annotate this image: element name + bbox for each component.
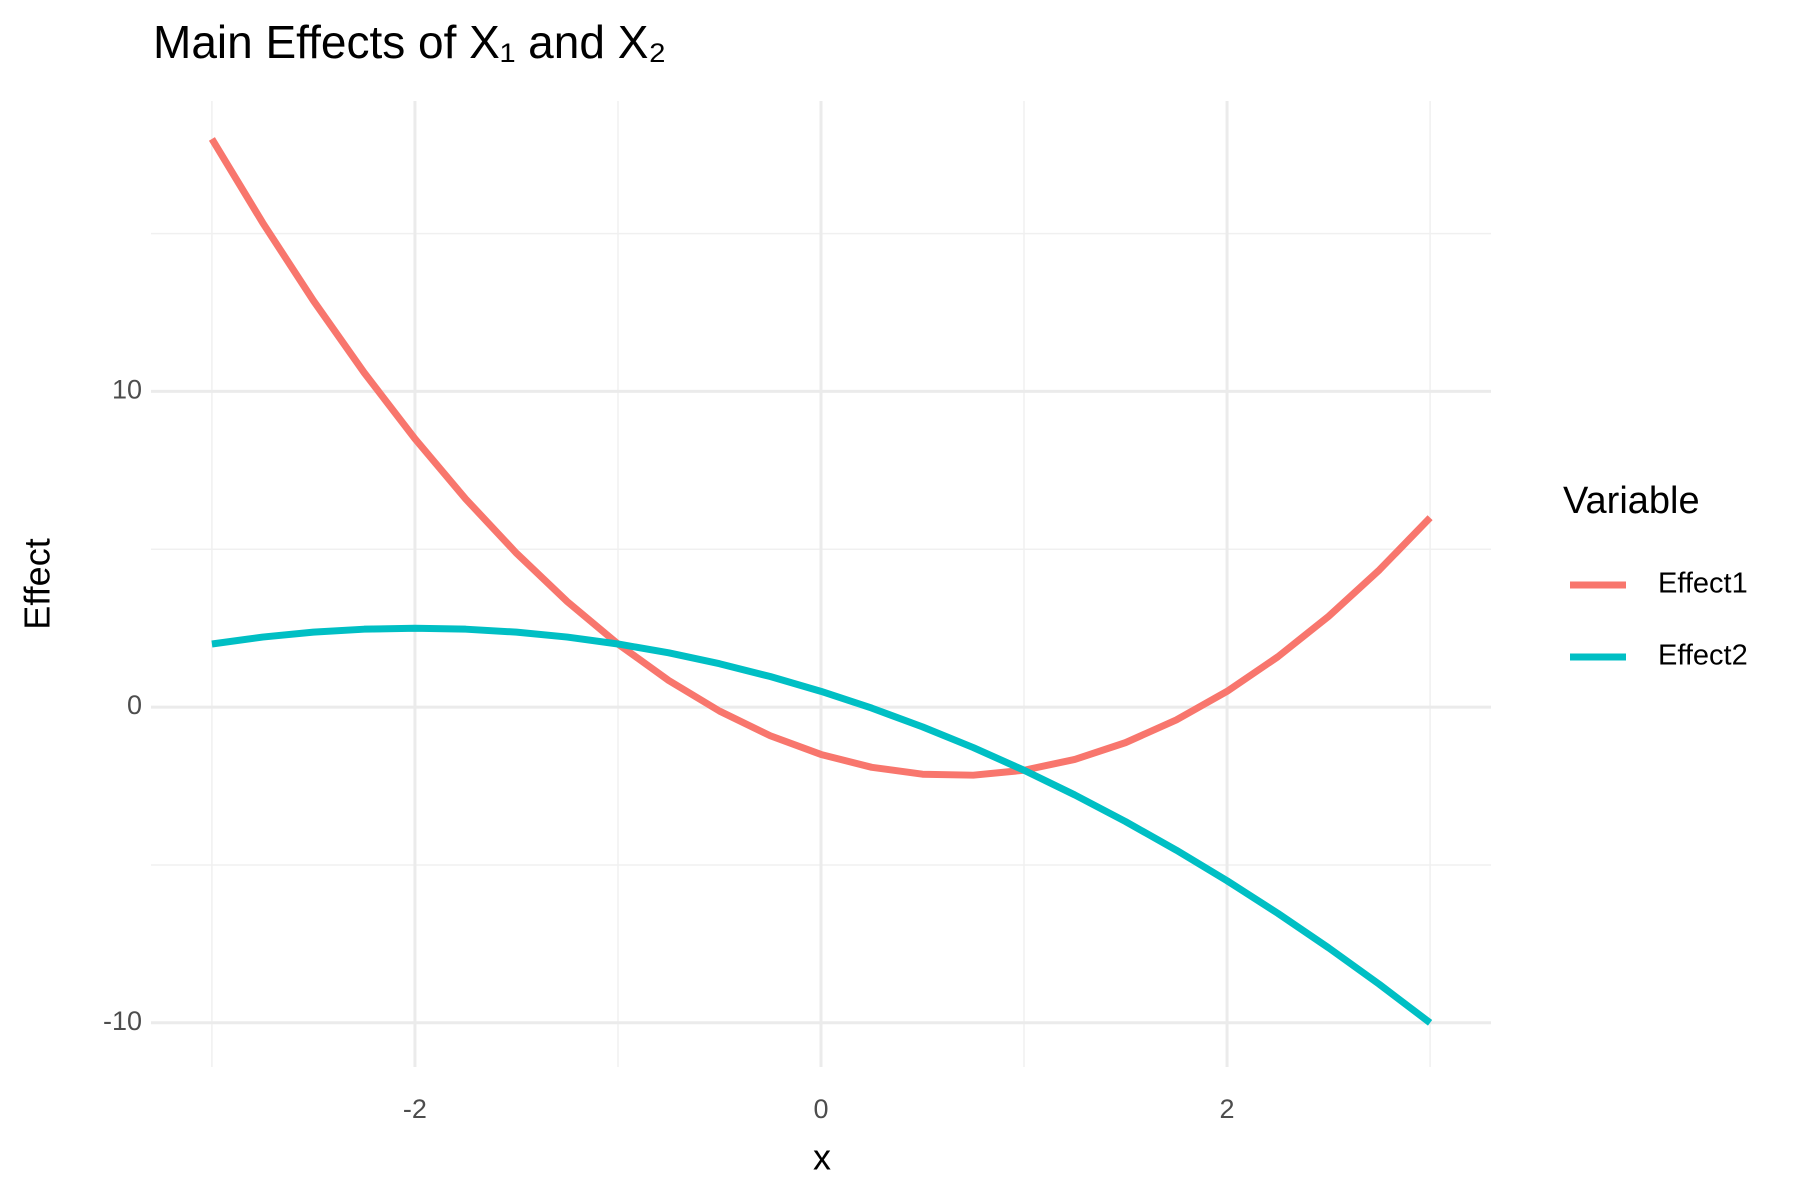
legend-label: Effect1 (1658, 568, 1748, 600)
x-tick-label: 2 (1220, 1094, 1235, 1124)
y-tick-label: 10 (112, 375, 142, 405)
legend-title: Variable (1563, 480, 1700, 522)
legend-label: Effect2 (1658, 640, 1748, 672)
line-series (208, 137, 1433, 779)
x-tick-label: -2 (403, 1094, 427, 1124)
chart-title: Main Effects of X₁ and X₂ (153, 16, 666, 68)
y-tick-label: 0 (127, 690, 142, 720)
y-axis-label: Effect (17, 538, 58, 629)
line-series (211, 624, 1433, 1026)
x-axis-label: x (813, 1137, 831, 1178)
grid (151, 101, 1491, 1067)
x-tick-label: 0 (813, 1094, 828, 1124)
y-tick-label: -10 (103, 1006, 142, 1036)
